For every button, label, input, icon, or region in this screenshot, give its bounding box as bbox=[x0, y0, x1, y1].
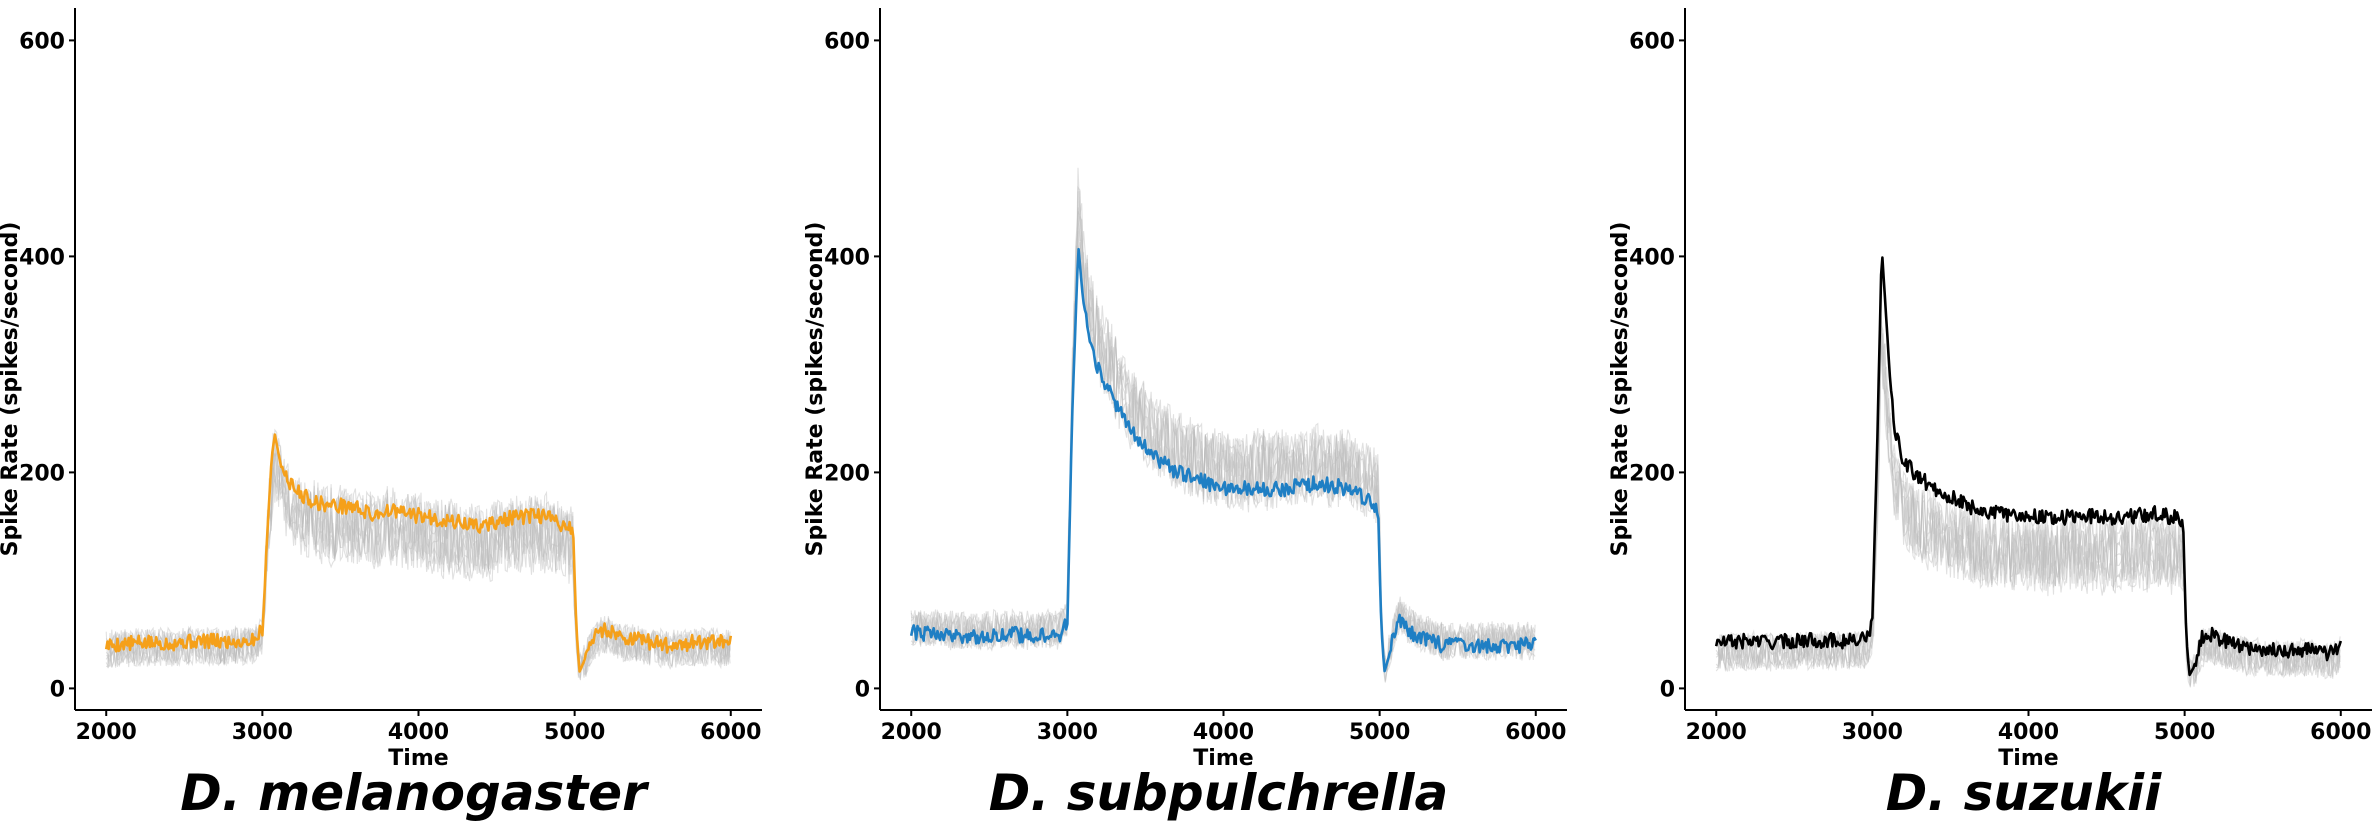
x-tick-label: 2000 bbox=[1686, 720, 1747, 745]
y-tick-label: 200 bbox=[1629, 461, 1675, 486]
individual-trace bbox=[910, 186, 1536, 669]
y-axis-label: Spike Rate (spikes/second) bbox=[803, 222, 828, 557]
mean-series-line bbox=[909, 247, 1537, 673]
individual-trace bbox=[1715, 343, 2341, 684]
chart-panel-3: 0 200 400 600 2000 3000 4000 5000 6000 Time Spike … bbox=[1608, 8, 2372, 822]
x-tick-label: 4000 bbox=[1193, 720, 1254, 745]
x-tick-label: 2000 bbox=[881, 720, 942, 745]
x-tick-label: 6000 bbox=[700, 720, 761, 745]
individual-trace bbox=[1715, 332, 2341, 680]
x-tick-label: 6000 bbox=[1505, 720, 1566, 745]
x-tick-label: 5000 bbox=[1349, 720, 1410, 745]
y-tick-label: 200 bbox=[824, 461, 870, 486]
individual-trace bbox=[1715, 321, 2341, 685]
y-tick-label: 200 bbox=[19, 461, 65, 486]
x-tick-label: 6000 bbox=[2310, 720, 2371, 745]
y-tick-label: 600 bbox=[1629, 29, 1675, 54]
x-tick-label: 3000 bbox=[1842, 720, 1903, 745]
y-tick-label: 400 bbox=[824, 245, 870, 270]
y-axis-label: Spike Rate (spikes/second) bbox=[0, 222, 23, 557]
y-tick-label: 600 bbox=[824, 29, 870, 54]
individual-trace bbox=[1715, 313, 2341, 679]
x-tick-label: 3000 bbox=[1037, 720, 1098, 745]
chart-panel-1: 0 200 400 600 2000 3000 4000 5000 6000 Time Spike … bbox=[0, 8, 762, 822]
individual-trace bbox=[105, 453, 731, 680]
panel-title: D. subpulchrella bbox=[989, 764, 1448, 822]
individual-trace bbox=[106, 465, 731, 669]
panel-title: D. melanogaster bbox=[180, 764, 650, 822]
mean-series-line bbox=[104, 433, 733, 673]
x-axis-label: Time bbox=[1998, 746, 2058, 771]
y-tick-label: 0 bbox=[1660, 677, 1675, 702]
x-axis-label: Time bbox=[1193, 746, 1253, 771]
panel-title: D. suzukii bbox=[1886, 764, 2162, 822]
y-axis-label: Spike Rate (spikes/second) bbox=[1608, 222, 1633, 557]
x-tick-label: 4000 bbox=[1998, 720, 2059, 745]
x-tick-label: 2000 bbox=[76, 720, 137, 745]
x-tick-label: 5000 bbox=[544, 720, 605, 745]
y-tick-label: 0 bbox=[50, 677, 65, 702]
y-tick-label: 400 bbox=[1629, 245, 1675, 270]
individual-trace bbox=[1715, 333, 2341, 688]
individual-trace bbox=[910, 167, 1536, 681]
chart-panel-2: 0 200 400 600 2000 3000 4000 5000 6000 Time Spike … bbox=[803, 8, 1567, 822]
individual-trace bbox=[105, 462, 731, 678]
y-tick-label: 400 bbox=[19, 245, 65, 270]
x-tick-label: 4000 bbox=[388, 720, 449, 745]
mean-series-line bbox=[1714, 256, 2343, 677]
y-tick-label: 0 bbox=[855, 677, 870, 702]
x-axis-label: Time bbox=[388, 746, 448, 771]
y-tick-label: 600 bbox=[19, 29, 65, 54]
individual-trace bbox=[910, 215, 1536, 682]
x-tick-label: 5000 bbox=[2154, 720, 2215, 745]
x-tick-label: 3000 bbox=[232, 720, 293, 745]
